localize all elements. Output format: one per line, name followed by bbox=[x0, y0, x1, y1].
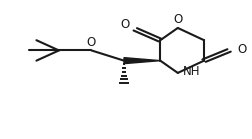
Text: NH: NH bbox=[182, 65, 200, 78]
Polygon shape bbox=[123, 58, 160, 64]
Text: O: O bbox=[120, 18, 129, 31]
Text: O: O bbox=[172, 13, 182, 26]
Text: O: O bbox=[236, 43, 245, 56]
Text: O: O bbox=[86, 36, 96, 49]
